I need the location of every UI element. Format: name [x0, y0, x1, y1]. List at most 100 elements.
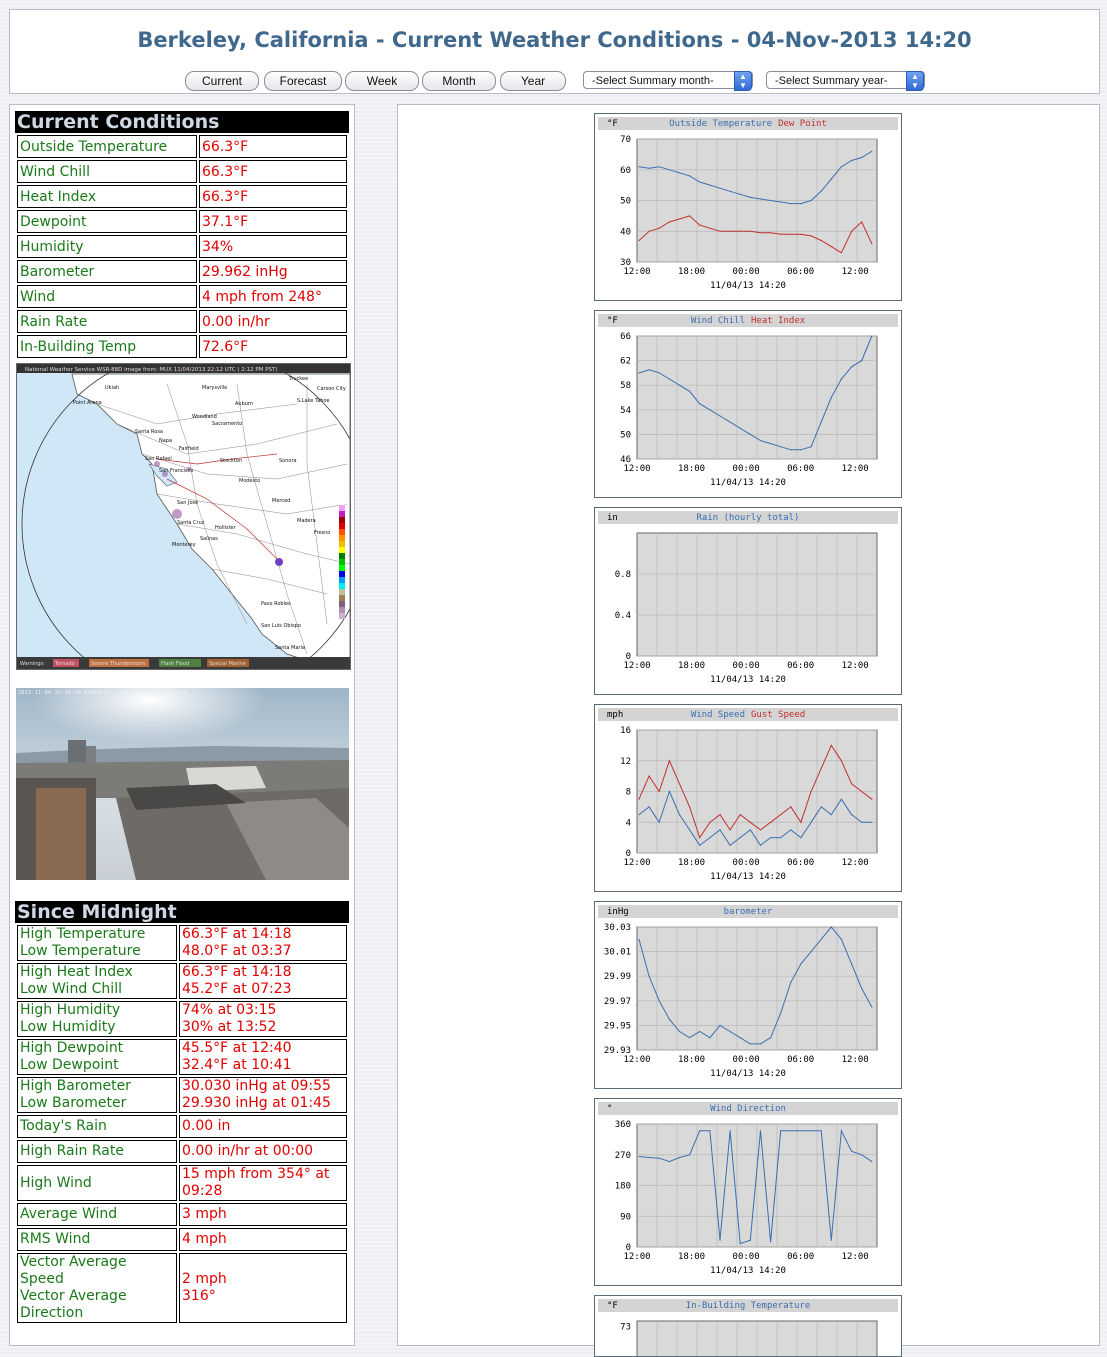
- radar-city-label: Marysville: [202, 385, 227, 391]
- chart-data-point: [840, 760, 842, 762]
- condition-label: Wind Chill: [17, 160, 197, 183]
- condition-value: 66.3°F at 14:18 48.0°F at 03:37: [179, 925, 347, 961]
- left-column: Current Conditions Outside Temperature 66…: [9, 104, 355, 1346]
- y-tick-label: 0: [626, 652, 631, 662]
- radar-city-label: Carson City: [317, 386, 346, 392]
- month-button[interactable]: Month: [422, 71, 496, 91]
- chart-data-point: [851, 963, 853, 965]
- chart-data-point: [759, 440, 762, 442]
- condition-label: High Heat Index Low Wind Chill: [17, 963, 177, 999]
- chart-data-point: [678, 783, 681, 785]
- chart-panel: °F Wind Chill Heat Index 46 50 54 58 62 66 12:00 1…: [594, 310, 902, 498]
- condition-value: 66.3°F: [199, 185, 347, 208]
- chart-data-point: [749, 829, 751, 831]
- y-tick-label: 90: [620, 1212, 631, 1222]
- current-conditions-table: Outside Temperature 66.3°F Wind Chill 66.3°…: [15, 133, 349, 360]
- y-tick-label: 58: [620, 381, 631, 391]
- chart-title: Rain (hourly total): [697, 513, 800, 523]
- table-row: Heat Index 66.3°F: [17, 185, 347, 208]
- chart-data-point: [800, 1130, 802, 1132]
- condition-label: Barometer: [17, 260, 197, 283]
- x-tick-label: 12:00: [842, 1252, 869, 1262]
- summary-year-select[interactable]: -Select Summary year- ▲ ▼: [766, 71, 925, 91]
- chart-timestamp: 11/04/13 14:20: [710, 478, 786, 488]
- chart-data-point: [820, 421, 822, 423]
- since-midnight-heading: Since Midnight: [15, 901, 349, 923]
- page-title: Berkeley, California - Current Weather C…: [137, 28, 972, 52]
- chart-data-point: [840, 938, 842, 940]
- chart-data-point: [820, 767, 822, 769]
- condition-label: Heat Index: [17, 185, 197, 208]
- radar-map[interactable]: National Weather Service WSR-88D image f…: [16, 363, 351, 670]
- radar-city-label: Santa Cruz: [177, 520, 205, 526]
- table-row: Vector Average Speed Vector Average Dire…: [17, 1253, 347, 1323]
- radar-image: National Weather Service WSR-88D image f…: [17, 364, 350, 669]
- chart-data-point: [638, 1155, 640, 1158]
- condition-label: Outside Temperature: [17, 135, 197, 158]
- chart-data-point: [759, 198, 762, 200]
- chart-data-point: [638, 798, 640, 800]
- condition-value: 74% at 03:15 30% at 13:52: [179, 1001, 347, 1037]
- x-tick-label: 12:00: [623, 661, 650, 671]
- radar-city-label: San Francisco: [159, 468, 193, 474]
- chart-data-point: [739, 427, 741, 429]
- chart-data-point: [668, 378, 670, 380]
- chevron-updown-icon: ▲ ▼: [734, 71, 752, 91]
- condition-value: 34%: [199, 235, 347, 258]
- y-tick-label: 30: [620, 258, 631, 268]
- radar-city-label: Merced: [272, 498, 290, 504]
- y-tick-label: 66: [620, 332, 631, 342]
- chart-data-point: [810, 790, 812, 793]
- condition-label: Rain Rate: [17, 310, 197, 333]
- y-tick-label: 54: [620, 406, 631, 416]
- chart-data-point: [820, 190, 822, 192]
- table-row: Wind Chill 66.3°F: [17, 160, 347, 183]
- chart-unit-label: °F: [607, 1301, 618, 1311]
- chart-data-point: [820, 239, 822, 242]
- x-tick-label: 18:00: [678, 1055, 705, 1065]
- chart-data-point: [871, 1006, 873, 1008]
- y-tick-label: 29.93: [604, 1046, 631, 1056]
- summary-month-select[interactable]: -Select Summary month- ▲ ▼: [583, 71, 753, 91]
- chart-data-point: [820, 806, 822, 808]
- condition-label: High Rain Rate: [17, 1140, 177, 1163]
- y-tick-label: 62: [620, 357, 631, 367]
- forecast-button[interactable]: Forecast: [264, 71, 342, 91]
- radar-city-label: Modesto: [239, 478, 260, 484]
- webcam-image[interactable]: 2013-11-04 15:20:00 BERKELEY - FACING SA…: [16, 688, 349, 880]
- chart-data-point: [729, 1030, 731, 1033]
- chart-data-point: [668, 790, 670, 793]
- chart-data-point: [689, 215, 691, 217]
- radar-city-label: Monterey: [172, 542, 196, 548]
- y-tick-label: 46: [620, 455, 631, 465]
- radar-legend-label: Warnings:: [20, 661, 45, 667]
- table-row: In-Building Temp 72.6°F: [17, 335, 347, 358]
- chart-data-point: [699, 844, 701, 846]
- chart-title: In-Building Temperature: [686, 1301, 811, 1311]
- current-button[interactable]: Current: [185, 71, 259, 91]
- chart-svg: inHg barometer 29.93 29.95 29.97 29.99 30.01 30…: [598, 905, 898, 1079]
- year-button[interactable]: Year: [500, 71, 566, 91]
- chart-data-point: [648, 369, 650, 371]
- table-row: High Dewpoint Low Dewpoint 45.5°F at 12:4…: [17, 1039, 347, 1075]
- radar-city-label: Point Arena: [73, 400, 102, 406]
- chart-timestamp: 11/04/13 14:20: [710, 281, 786, 291]
- week-button[interactable]: Week: [345, 71, 419, 91]
- chart-data-point: [739, 1243, 741, 1245]
- chart-data-point: [678, 1156, 681, 1159]
- chart-data-point: [780, 201, 782, 203]
- chart-data-point: [759, 829, 762, 831]
- chart-data-point: [830, 396, 832, 399]
- chart-data-point: [759, 844, 762, 846]
- chart-data-point: [739, 814, 741, 816]
- chart-data-point: [729, 1130, 731, 1132]
- table-row: Today's Rain 0.00 in: [17, 1115, 347, 1138]
- chart-timestamp: 11/04/13 14:20: [710, 1069, 786, 1079]
- chart-data-point: [780, 837, 782, 839]
- chart-data-point: [800, 233, 802, 235]
- chart-data-point: [678, 172, 681, 174]
- radar-legend-label: Severe Thunderstorm: [91, 661, 145, 667]
- chart-data-point: [699, 1030, 701, 1033]
- chart-svg: °F Outside Temperature Dew Point 30 40 50 60 70…: [598, 117, 898, 291]
- chart-data-point: [699, 224, 701, 226]
